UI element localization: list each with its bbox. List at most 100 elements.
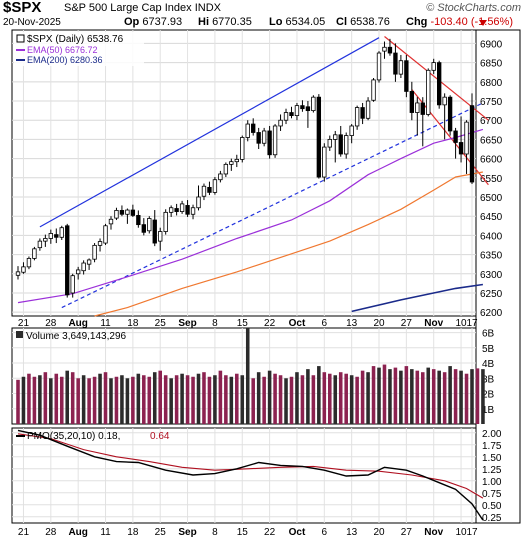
volume-tick-label: 1B [482, 405, 495, 416]
volume-bar [415, 370, 420, 424]
candle [190, 207, 196, 215]
volume-bar [251, 378, 255, 424]
candle [130, 209, 136, 216]
candle [97, 241, 103, 246]
volume-bar [109, 378, 113, 424]
pmo-panel [11, 427, 477, 524]
candle [37, 240, 43, 249]
candle [240, 137, 245, 160]
candle [344, 135, 349, 155]
x-tick-label: 20 [373, 527, 385, 538]
candle [163, 211, 168, 232]
pmo-tick-label: 1.75 [482, 441, 502, 452]
candle [26, 258, 32, 268]
candle [426, 69, 431, 115]
volume-bar [328, 373, 332, 424]
volume-bar [371, 366, 376, 424]
volume-bar [202, 372, 206, 424]
long-ema-line [351, 283, 484, 313]
low-value: 6534.05 [285, 16, 326, 28]
candle [15, 271, 21, 276]
volume-bar [464, 373, 469, 424]
candle [136, 215, 141, 226]
ticker-symbol: $SPX [3, 0, 42, 16]
price-tick-label: 6350 [480, 251, 503, 262]
volume-bar [65, 370, 70, 424]
ema50-legend-label: EMA(50) 6676.72 [27, 45, 98, 55]
stockcharts-logo[interactable]: © StockCharts.com [426, 2, 521, 14]
ema50-line [17, 128, 484, 304]
volume-bar [49, 378, 53, 424]
candle [458, 142, 464, 155]
volume-bar [431, 369, 436, 424]
x-tick-label: 6 [322, 318, 328, 329]
price-panel [11, 29, 477, 317]
candle [327, 139, 332, 148]
volume-bar [224, 375, 228, 424]
volume-tick-label: 4B [482, 359, 495, 370]
volume-bar [136, 373, 141, 424]
volume-bar [32, 376, 37, 424]
price-tick-label: 6450 [480, 212, 503, 223]
volume-bar [470, 369, 474, 424]
volume-bar [180, 373, 184, 424]
candle [376, 52, 382, 81]
x-tick-label: 13 [346, 527, 358, 538]
volume-bar [92, 376, 97, 424]
x-tick-label: Oct [289, 318, 306, 329]
x-tick-label: 17 [466, 318, 478, 329]
volume-bar [152, 372, 157, 424]
volume-bar [245, 328, 250, 424]
volume-bar [240, 375, 245, 424]
volume-bar [317, 366, 321, 424]
candle [207, 186, 212, 193]
x-tick-label: 8 [212, 527, 218, 538]
change-value: -103.40 (-1.56%) [430, 16, 513, 28]
volume-bar [196, 373, 201, 424]
volume-bar [158, 370, 162, 424]
x-tick-label: 18 [127, 527, 139, 538]
candle [234, 158, 239, 163]
x-tick-label: 20 [373, 318, 385, 329]
candle [469, 105, 475, 183]
volume-legend-swatch [16, 331, 23, 338]
volume-bar [306, 369, 310, 424]
candle [32, 248, 37, 259]
volume-bar [278, 375, 283, 424]
volume-bar [235, 373, 239, 424]
pmo-tick-label: 1.50 [482, 453, 502, 464]
close-readout: Cl 6538.76 [336, 16, 390, 28]
down-arrow-icon [479, 20, 487, 26]
index-full-name: S&P 500 Large Cap Index [64, 2, 192, 14]
volume-bar [410, 369, 414, 424]
high-readout: Hi 6770.35 [198, 16, 252, 28]
candle [119, 210, 125, 215]
candle [218, 173, 223, 181]
candle [453, 130, 458, 143]
candle [59, 227, 64, 238]
price-tick-label: 6250 [480, 289, 503, 300]
x-tick-label: 21 [18, 318, 30, 329]
volume-bar [481, 369, 485, 424]
volume-bar [131, 376, 135, 424]
volume-bar [322, 372, 327, 424]
pmo-tick-label: 2.00 [482, 429, 502, 440]
candle [272, 125, 278, 156]
candle [311, 96, 316, 112]
close-value: 6538.76 [350, 16, 390, 28]
candle [404, 60, 409, 92]
candle [415, 102, 420, 113]
candle [360, 107, 365, 119]
x-tick-label: 28 [45, 527, 57, 538]
volume-bar [284, 378, 288, 424]
volume-bar [459, 370, 463, 424]
candle [278, 119, 283, 127]
volume-bar [262, 376, 266, 424]
close-label: Cl [336, 16, 347, 28]
candle [267, 130, 272, 156]
volume-bar [366, 372, 370, 424]
volume-bar [27, 373, 31, 424]
x-tick-label: 25 [155, 527, 167, 538]
volume-bar [256, 372, 261, 424]
